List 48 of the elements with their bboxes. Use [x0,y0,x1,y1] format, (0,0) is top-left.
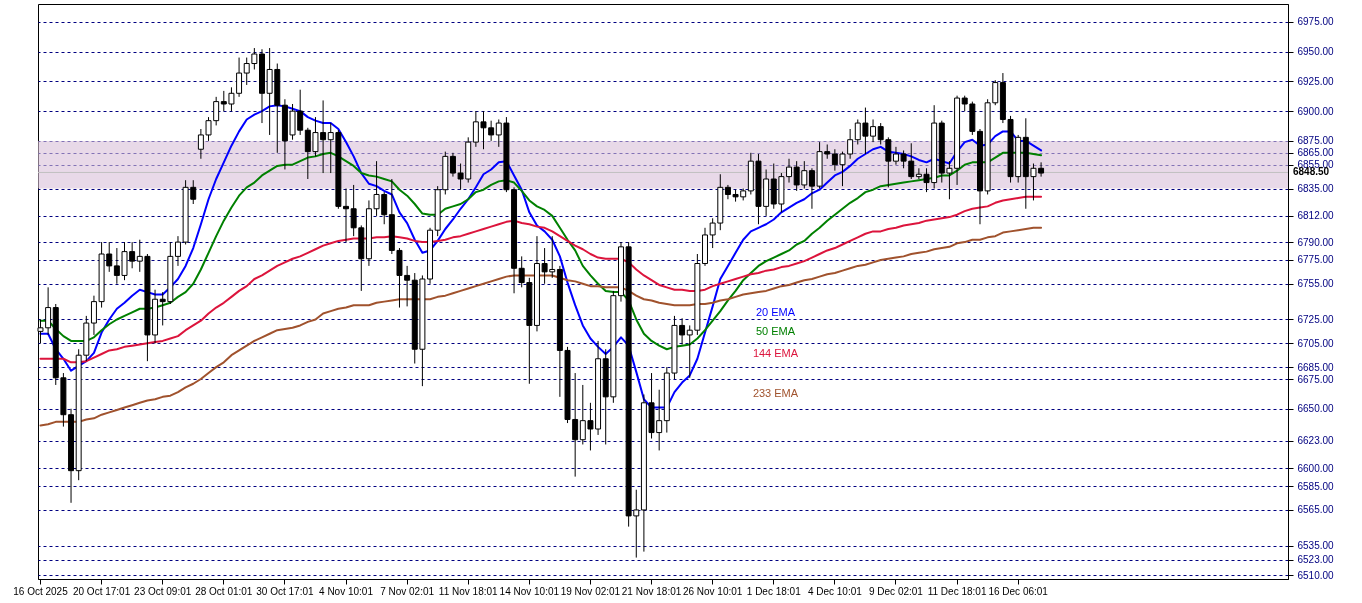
x-tick-label: 9 Dec 02:01 [869,585,924,597]
text: 233 EMA [752,386,799,399]
y-tick-label: 6950.00 [1297,46,1335,58]
y-tick-label: 6875.00 [1297,135,1335,147]
y-tick-label: 6650.00 [1297,403,1335,415]
x-tick-label: 20 Oct 17:01 [72,585,131,597]
text: 50 EMA [755,324,796,337]
line-series [39,151,1043,351]
y-tick-label: 6685.00 [1297,361,1335,373]
x-tick-label: 26 Nov 10:01 [682,585,743,597]
x-tick-label: 14 Nov 10:01 [499,585,560,597]
x-tick-label: 23 Oct 09:01 [134,585,192,597]
y-tick-label: 6510.00 [1297,569,1335,581]
x-tick-label: 21 Nov 18:01 [621,585,682,597]
x-tick-label: 11 Nov 18:01 [438,585,499,597]
x-tick-label: 16 Oct 2025 [13,585,69,597]
x-tick-label: 1 Dec 18:01 [746,585,802,597]
y-tick-label: 6865.00 [1297,147,1335,159]
line-series [39,104,1043,409]
y-tick-label: 6812.00 [1297,210,1335,222]
y-tick-label: 6623.00 [1297,435,1335,447]
text: 144 EMA [752,346,799,359]
y-tick-label: 6600.00 [1297,462,1335,474]
y-tick-label: 6835.00 [1297,183,1335,195]
x-tick-label: 4 Nov 10:01 [319,585,374,597]
y-tick-label: 6925.00 [1297,75,1335,87]
x-tick-label: 30 Oct 17:01 [256,585,314,597]
text: 20 EMA [755,305,796,318]
x-tick-label: 4 Dec 10:01 [807,585,863,597]
y-tick-label: 6675.00 [1297,373,1335,385]
x-tick-label: 7 Nov 02:01 [380,585,435,597]
y-tick-label: 6790.00 [1297,236,1335,248]
y-tick-label: 6975.00 [1297,16,1335,28]
y-tick-label: 6725.00 [1297,313,1335,325]
y-tick-label: 6565.00 [1297,504,1335,516]
y-tick-label: 6523.00 [1297,554,1335,566]
x-tick-label: 19 Nov 02:01 [560,585,621,597]
line-series [39,195,1043,364]
y-tick-label: 6775.00 [1297,254,1335,266]
x-tick-label: 11 Dec 18:01 [927,585,987,597]
y-tick-label: 6585.00 [1297,480,1335,492]
y-tick-label: 6900.00 [1297,105,1335,117]
y-tick-label: 6705.00 [1297,337,1335,349]
x-tick-label: 16 Dec 06:01 [988,585,1049,597]
y-tick-label: 6535.00 [1297,540,1335,552]
x-tick-label: 28 Oct 01:01 [195,585,253,597]
y-tick-label: 6755.00 [1297,278,1335,290]
line-series [39,226,1043,427]
